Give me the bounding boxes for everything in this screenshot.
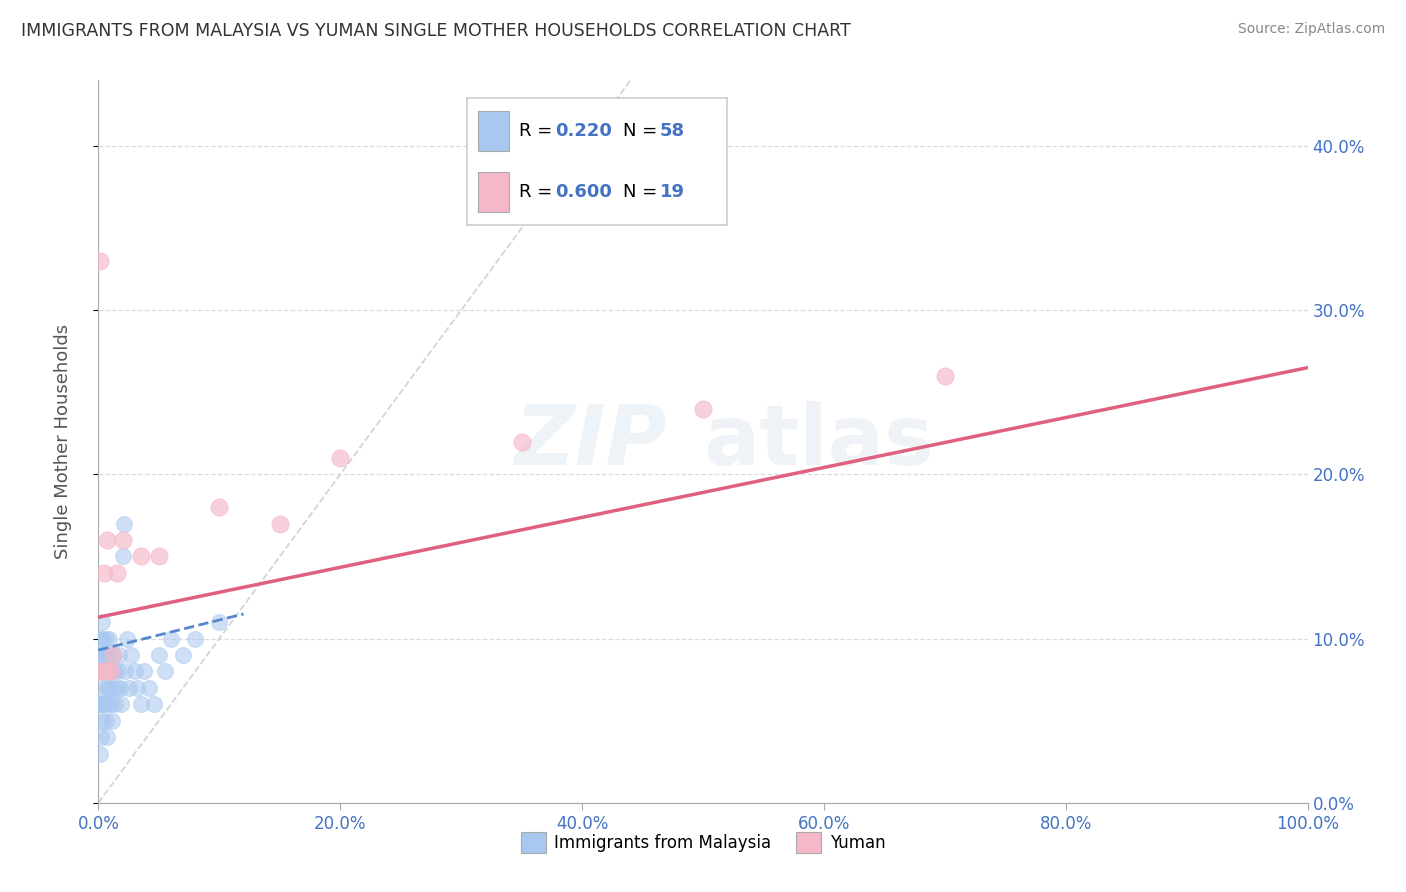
Point	[129, 549, 152, 564]
Point	[269, 516, 291, 531]
Point	[94, 714, 117, 728]
Point	[184, 632, 207, 646]
Point	[101, 648, 124, 662]
Point	[160, 632, 183, 646]
Point	[101, 681, 124, 695]
Point	[329, 450, 352, 465]
Point	[110, 698, 132, 712]
Point	[98, 632, 121, 646]
Point	[94, 632, 117, 646]
Point	[91, 681, 114, 695]
Point	[91, 648, 114, 662]
Point	[100, 714, 122, 728]
Point	[108, 648, 131, 662]
Text: Source: ZipAtlas.com: Source: ZipAtlas.com	[1237, 22, 1385, 37]
Point	[91, 615, 114, 630]
Point	[148, 549, 170, 564]
Point	[105, 681, 128, 695]
Text: IMMIGRANTS FROM MALAYSIA VS YUMAN SINGLE MOTHER HOUSEHOLDS CORRELATION CHART: IMMIGRANTS FROM MALAYSIA VS YUMAN SINGLE…	[21, 22, 851, 40]
Point	[97, 698, 120, 712]
Point	[91, 665, 114, 679]
Point	[692, 401, 714, 416]
Point	[153, 665, 176, 679]
Point	[97, 665, 120, 679]
Point	[93, 698, 115, 712]
Point	[208, 615, 231, 630]
Point	[105, 566, 128, 580]
Point	[100, 648, 122, 662]
Point	[100, 665, 122, 679]
Point	[138, 681, 160, 695]
Point	[91, 698, 114, 712]
Point	[118, 681, 141, 695]
Point	[934, 368, 956, 383]
Text: ZIP: ZIP	[515, 401, 666, 482]
Point	[90, 632, 112, 646]
Point	[90, 698, 112, 712]
Point	[96, 681, 118, 695]
Point	[91, 665, 114, 679]
Point	[90, 730, 112, 744]
Point	[129, 698, 152, 712]
Point	[91, 665, 114, 679]
Point	[117, 632, 139, 646]
Point	[96, 730, 118, 744]
Point	[90, 665, 112, 679]
Point	[96, 648, 118, 662]
Point	[91, 632, 114, 646]
Point	[104, 698, 127, 712]
Point	[143, 698, 166, 712]
Point	[107, 665, 129, 679]
Point	[89, 648, 111, 662]
Point	[98, 681, 121, 695]
Text: atlas: atlas	[703, 401, 934, 482]
Point	[90, 665, 112, 679]
Point	[134, 665, 156, 679]
Point	[148, 648, 170, 662]
Point	[114, 665, 136, 679]
Point	[108, 681, 131, 695]
Point	[89, 698, 111, 712]
Point	[127, 681, 149, 695]
Point	[94, 665, 117, 679]
Point	[93, 648, 115, 662]
Point	[100, 698, 122, 712]
Point	[97, 665, 120, 679]
Point	[120, 648, 142, 662]
Point	[124, 665, 146, 679]
Point	[111, 533, 134, 547]
Point	[112, 516, 135, 531]
Point	[96, 533, 118, 547]
Point	[91, 714, 114, 728]
Point	[111, 549, 134, 564]
Point	[100, 665, 122, 679]
Point	[510, 434, 533, 449]
Point	[93, 665, 115, 679]
Legend: Immigrants from Malaysia, Yuman: Immigrants from Malaysia, Yuman	[515, 826, 891, 860]
Point	[93, 566, 115, 580]
Point	[103, 665, 125, 679]
Y-axis label: Single Mother Households: Single Mother Households	[53, 324, 72, 559]
Point	[208, 500, 231, 515]
Point	[89, 253, 111, 268]
Point	[101, 648, 124, 662]
Point	[89, 747, 111, 761]
Point	[172, 648, 194, 662]
